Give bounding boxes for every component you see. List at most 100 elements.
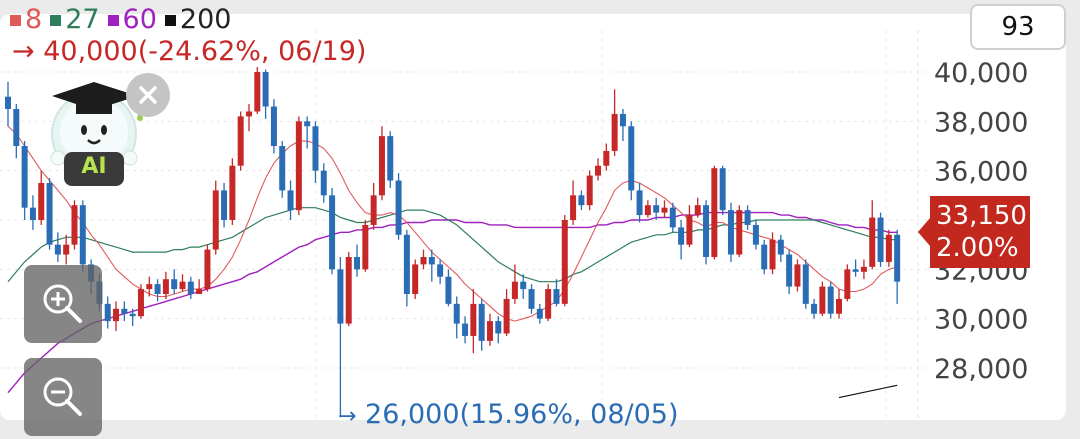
candle — [38, 170, 45, 225]
candle-body — [661, 207, 668, 213]
candle-body — [237, 116, 244, 166]
period-input[interactable]: 93 — [970, 4, 1066, 50]
candle — [536, 303, 543, 324]
ai-close-button[interactable] — [126, 73, 170, 117]
candle — [29, 195, 36, 230]
candle — [304, 116, 311, 149]
candle-body — [686, 215, 693, 245]
candle-body — [528, 289, 535, 309]
candle — [403, 229, 410, 307]
candle — [603, 143, 610, 171]
candle-body — [71, 205, 78, 245]
candle-body — [752, 224, 759, 245]
candle — [894, 229, 901, 304]
candle-body — [378, 136, 385, 196]
candle — [46, 178, 53, 250]
candle — [719, 165, 726, 216]
candle-body — [462, 323, 469, 336]
y-tick-label: 30,000 — [934, 305, 1028, 336]
candle — [869, 200, 876, 270]
candle-body — [412, 264, 419, 294]
candle-body — [703, 205, 710, 257]
candle-body — [403, 234, 410, 294]
candle-body — [121, 308, 128, 314]
candle — [769, 232, 776, 275]
candle — [204, 244, 211, 292]
candle-body — [29, 207, 36, 220]
candle-body — [736, 210, 743, 255]
candle — [836, 289, 842, 319]
candle-body — [603, 150, 610, 166]
candle-body — [536, 308, 543, 319]
candle — [686, 205, 693, 248]
candle-body — [13, 109, 20, 146]
candle-body — [179, 281, 186, 290]
candle — [628, 121, 635, 201]
candle-body — [287, 190, 294, 211]
candle-body — [711, 168, 718, 257]
candle-body — [79, 205, 86, 265]
candle — [378, 126, 385, 201]
candle — [827, 281, 834, 319]
candle-body — [885, 234, 892, 262]
candle — [844, 264, 851, 302]
zoom-out-button[interactable] — [24, 358, 102, 436]
y-tick-label: 38,000 — [934, 107, 1028, 138]
candle-body — [877, 217, 884, 262]
candle-body — [304, 121, 311, 127]
candle-body — [329, 195, 336, 270]
candle — [362, 220, 369, 272]
candle — [412, 259, 419, 299]
candle — [794, 259, 801, 292]
candle — [528, 284, 535, 314]
candle — [187, 276, 194, 299]
candle — [752, 220, 759, 250]
candle-body — [254, 72, 261, 112]
candle — [561, 215, 568, 307]
candle-body — [802, 264, 809, 304]
candle-body — [470, 303, 477, 336]
candle — [137, 284, 144, 319]
candle — [453, 296, 460, 339]
candle — [503, 289, 510, 336]
zoom-in-button[interactable] — [24, 265, 102, 343]
legend-label: 200 — [179, 4, 232, 35]
candle-body — [54, 244, 61, 255]
candle-body — [761, 244, 768, 270]
legend-swatch — [50, 15, 62, 26]
candle — [570, 180, 577, 225]
candle — [860, 259, 867, 280]
legend-item-ma60: 60 — [107, 4, 157, 35]
candle-body — [786, 254, 793, 287]
ma8-line — [7, 125, 898, 322]
candle-body — [611, 113, 618, 151]
legend-swatch — [10, 15, 21, 26]
candle-body — [5, 96, 11, 109]
candle — [586, 170, 593, 211]
candle — [129, 308, 136, 327]
candle — [511, 264, 518, 304]
candle-body — [503, 298, 510, 334]
candle — [811, 298, 818, 319]
candle-body — [869, 217, 876, 267]
candle-body — [171, 279, 178, 290]
candle-body — [221, 190, 228, 220]
ai-assistant-button[interactable]: AI — [48, 74, 148, 189]
candle-body — [727, 210, 734, 255]
candle — [121, 301, 128, 322]
candle-body — [113, 308, 120, 322]
candle — [229, 158, 236, 225]
candle — [312, 121, 319, 183]
candle — [420, 249, 427, 270]
candle — [71, 200, 78, 250]
candle-body — [669, 207, 676, 228]
max-arrow-icon: → — [12, 36, 35, 67]
candle — [370, 183, 377, 230]
candle — [354, 244, 361, 277]
candle — [636, 183, 643, 223]
candle — [520, 274, 527, 299]
candle-body — [370, 195, 377, 225]
candle — [212, 180, 219, 255]
candle — [744, 205, 751, 230]
